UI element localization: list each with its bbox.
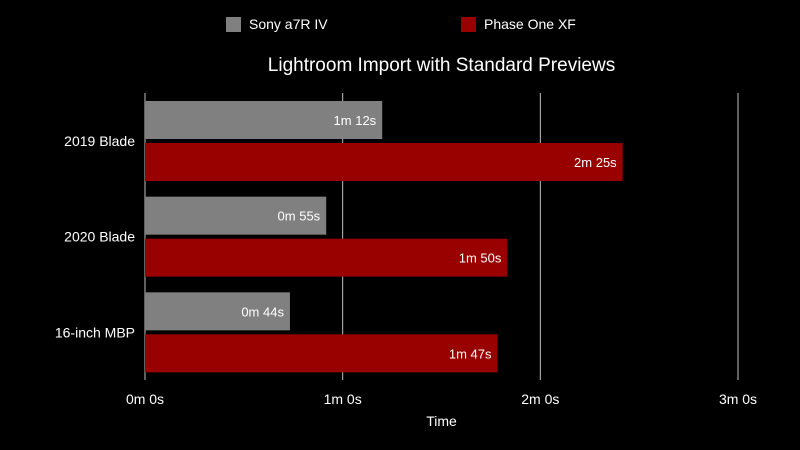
- legend: Sony a7R IV Phase One XF: [0, 16, 800, 40]
- chart-title: Lightroom Import with Standard Previews: [267, 55, 616, 76]
- data-label-sony-2: 0m 44s: [241, 304, 284, 319]
- bar-phase-one-2: [145, 334, 498, 373]
- legend-swatch-sony: [226, 16, 241, 32]
- category-label-0: 2019 Blade: [64, 133, 135, 149]
- legend-label-sony: Sony a7R IV: [249, 16, 328, 32]
- category-label-2: 16-inch MBP: [55, 324, 135, 340]
- x-tick-label-1: 1m 0s: [324, 391, 362, 407]
- data-label-phase-one-0: 2m 25s: [574, 155, 617, 170]
- data-label-phase-one-2: 1m 47s: [449, 346, 492, 361]
- x-tick-label-2: 2m 0s: [521, 391, 559, 407]
- legend-label-phase-one: Phase One XF: [484, 16, 576, 32]
- bar-phase-one-0: [145, 143, 623, 181]
- bar-sony-2: [145, 292, 290, 331]
- data-label-sony-0: 1m 12s: [334, 113, 377, 128]
- x-tick-label-0: 0m 0s: [126, 391, 164, 407]
- data-label-sony-1: 0m 55s: [278, 209, 321, 224]
- x-tick-label-3: 3m 0s: [719, 391, 757, 407]
- bar-sony-0: [145, 101, 383, 139]
- bar-sony-1: [145, 196, 327, 235]
- legend-item-sony: Sony a7R IV: [226, 16, 328, 32]
- bar-phase-one-1: [145, 238, 508, 277]
- legend-item-phase-one: Phase One XF: [461, 16, 576, 32]
- legend-swatch-phase-one: [461, 16, 476, 32]
- x-axis-label: Time: [426, 413, 457, 429]
- data-label-phase-one-1: 1m 50s: [459, 251, 502, 266]
- category-label-1: 2020 Blade: [64, 229, 135, 245]
